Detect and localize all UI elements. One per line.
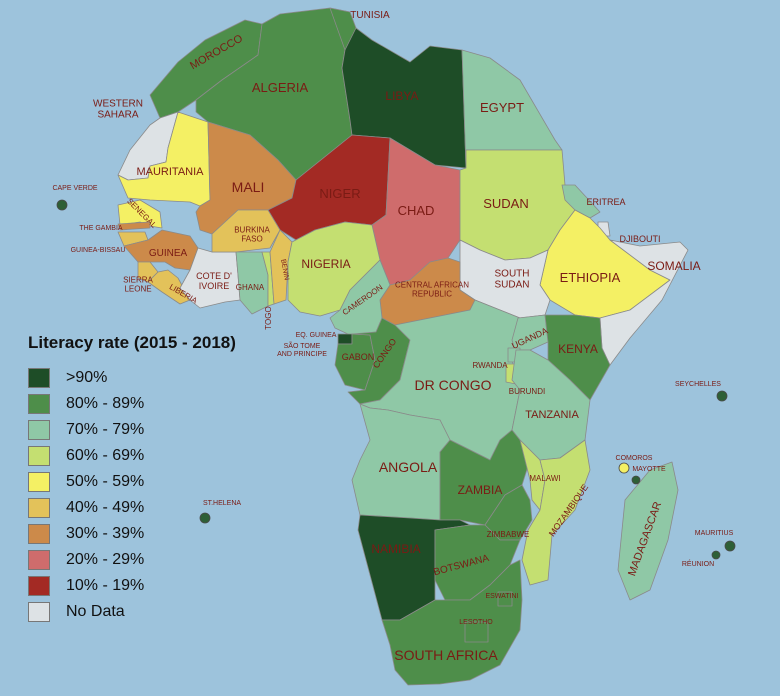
country-label-guinea: GUINEA (149, 248, 188, 259)
country-label-the-gambia: THE GAMBIA (79, 225, 123, 232)
legend-swatch (28, 472, 50, 492)
legend-label: 60% - 69% (66, 447, 145, 464)
island-label-comoros: COMOROS (616, 455, 653, 462)
legend-swatch (28, 524, 50, 544)
country-label-mali: MALI (232, 179, 265, 195)
country-label-burundi: BURUNDI (509, 387, 545, 396)
legend-label: 70% - 79% (66, 421, 145, 438)
country-label-zambia: ZAMBIA (458, 483, 503, 497)
island-marker-st-helena (199, 512, 211, 524)
island-marker-mayotte (631, 475, 641, 485)
country-label-dr-congo: DR CONGO (415, 377, 492, 393)
legend-swatch (28, 446, 50, 466)
island-label-reunion: RÉUNION (682, 559, 714, 568)
country-cameroon (329, 259, 391, 336)
island-marker-cape-verde (56, 199, 68, 211)
legend-item-80-89-: 80% - 89% (28, 391, 288, 417)
country-label-sudan: SUDAN (483, 196, 529, 211)
legend-item-10-19-: 10% - 19% (28, 573, 288, 599)
island-label-mayotte: MAYOTTE (632, 466, 666, 473)
country-label-somalia: SOMALIA (647, 259, 700, 273)
country-label-djibouti: DJIBOUTI (619, 234, 660, 244)
legend: Literacy rate (2015 - 2018) >90% 80% - 89… (28, 333, 288, 625)
country-label-eswatini: ESWATINI (485, 593, 518, 600)
legend-swatch (28, 550, 50, 570)
legend-item-over-90-: >90% (28, 365, 288, 391)
legend-swatch (28, 420, 50, 440)
country-label-mauritania: MAURITANIA (136, 166, 204, 178)
legend-title: Literacy rate (2015 - 2018) (28, 333, 236, 352)
country-south-africa (381, 559, 523, 686)
country-label-tanzania: TANZANIA (525, 409, 579, 421)
country-label-angola: ANGOLA (379, 459, 438, 475)
legend-label: No Data (66, 603, 125, 620)
country-madagascar (617, 461, 679, 601)
country-label-car: CENTRAL AFRICAN REPUBLIC (395, 281, 469, 299)
legend-item-no-data: No Data (28, 599, 288, 625)
country-label-libya: LIBYA (385, 89, 418, 103)
legend-item-40-49-: 40% - 49% (28, 495, 288, 521)
country-label-egypt: EGYPT (480, 100, 524, 115)
legend-item-70-79-: 70% - 79% (28, 417, 288, 443)
country-label-lesotho: LESOTHO (459, 619, 493, 626)
island-label-mauritius: MAURITIUS (695, 530, 734, 537)
country-label-namibia: NAMIBIA (371, 542, 420, 556)
legend-label: 80% - 89% (66, 395, 145, 412)
country-label-tunisia: TUNISIA (350, 10, 390, 21)
island-label-st-helena: ST.HELENA (203, 500, 241, 507)
legend-swatch (28, 394, 50, 414)
country-mozambique (521, 439, 591, 586)
country-mauritania (117, 111, 211, 207)
country-label-cote-divoire: COTE D' IVOIRE (196, 271, 232, 291)
legend-item-60-69-: 60% - 69% (28, 443, 288, 469)
country-label-togo: TOGO (264, 306, 273, 329)
country-lesotho (464, 621, 489, 643)
country-label-niger: NIGER (319, 186, 360, 201)
country-label-western-sahara: WESTERN SAHARA (93, 99, 143, 121)
country-label-algeria: ALGERIA (252, 80, 309, 95)
legend-item-20-29-: 20% - 29% (28, 547, 288, 573)
legend-swatch (28, 576, 50, 596)
legend-label: 30% - 39% (66, 525, 145, 542)
legend-label: 10% - 19% (66, 577, 145, 594)
legend-swatch (28, 498, 50, 518)
legend-label: 50% - 59% (66, 473, 145, 490)
island-marker-seychelles (716, 390, 728, 402)
country-label-ethiopia: ETHIOPIA (560, 270, 621, 285)
country-eq-guinea (337, 333, 353, 345)
country-label-south-sudan: SOUTH SUDAN (494, 269, 529, 291)
legend-swatch (28, 368, 50, 388)
island-label-seychelles: SEYCHELLES (675, 381, 721, 388)
island-marker-reunion (711, 550, 721, 560)
country-label-sao-tome: SÃO TOME AND PRINCIPE (277, 341, 327, 358)
country-label-sierra-leone: SIERRA LEONE (123, 276, 153, 294)
country-label-burkina-faso: BURKINA FASO (234, 226, 270, 244)
country-label-guinea-bissau: GUINEA-BISSAU (71, 247, 126, 254)
country-label-eritrea: ERITREA (586, 197, 625, 207)
island-label-cape-verde: CAPE VERDE (52, 185, 97, 192)
country-label-chad: CHAD (398, 203, 435, 218)
legend-label: 20% - 29% (66, 551, 145, 568)
island-marker-mauritius (724, 540, 736, 552)
country-kenya (544, 314, 611, 401)
country-label-benin: BENIN (279, 259, 290, 281)
country-the-gambia (117, 221, 151, 231)
legend-swatch (28, 602, 50, 622)
country-label-zimbabwe: ZIMBABWE (487, 530, 530, 539)
country-label-kenya: KENYA (558, 342, 598, 356)
legend-label: >90% (66, 369, 108, 386)
island-marker-comoros (618, 462, 630, 474)
country-label-eq-guinea: EQ. GUINEA (296, 332, 337, 339)
country-eswatini (497, 591, 513, 607)
country-label-rwanda: RWANDA (472, 361, 508, 370)
legend-item-30-39-: 30% - 39% (28, 521, 288, 547)
country-label-gabon: GABON (342, 352, 375, 362)
legend-item-50-59-: 50% - 59% (28, 469, 288, 495)
country-label-nigeria: NIGERIA (301, 257, 350, 271)
legend-label: 40% - 49% (66, 499, 145, 516)
country-label-malawi: MALAWI (529, 474, 560, 483)
country-label-ghana: GHANA (236, 283, 265, 292)
country-label-south-africa: SOUTH AFRICA (394, 647, 498, 663)
